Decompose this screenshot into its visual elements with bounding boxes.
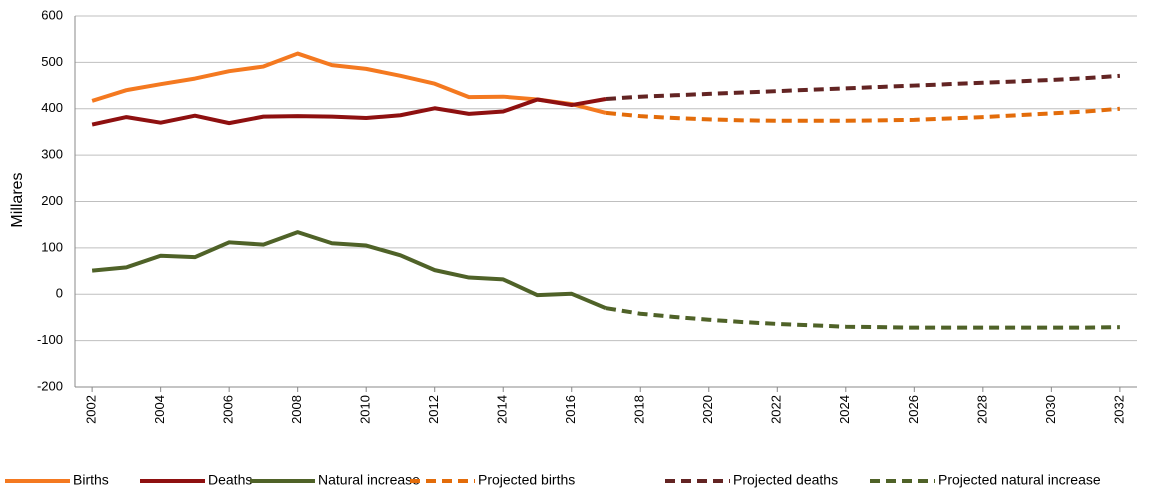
y-tick-label: 200 (41, 193, 63, 208)
x-tick-label: 2014 (495, 395, 510, 424)
x-tick-label: 2028 (974, 395, 989, 424)
series-line (605, 106, 1121, 123)
series-line (91, 51, 607, 115)
x-tick-label: 2012 (426, 395, 441, 424)
x-tick-label: 2024 (837, 395, 852, 424)
x-tick-label: 2004 (152, 395, 167, 424)
x-tick-label: 2002 (84, 395, 99, 424)
x-tick-label: 2026 (906, 395, 921, 424)
x-tick-label: 2022 (769, 395, 784, 424)
x-tick-label: 2010 (358, 395, 373, 424)
x-tick-label: 2008 (289, 395, 304, 424)
legend-label: Projected deaths (733, 472, 838, 488)
y-tick-label: 600 (41, 7, 63, 22)
y-axis-label: Millares (9, 172, 26, 227)
x-tick-label: 2016 (563, 395, 578, 424)
series-line (91, 230, 607, 311)
y-tick-label: -100 (37, 332, 63, 347)
y-tick-label: 300 (41, 147, 63, 162)
x-tick-label: 2032 (1111, 395, 1126, 424)
y-tick-label: 0 (56, 286, 63, 301)
y-tick-label: 100 (41, 239, 63, 254)
legend-label: Natural increase (318, 472, 420, 488)
series-line (91, 97, 607, 127)
legend-label: Projected natural increase (938, 472, 1101, 488)
legend-label: Deaths (208, 472, 252, 488)
y-tick-label: 400 (41, 100, 63, 115)
y-tick-label: 500 (41, 54, 63, 69)
legend-label: Births (73, 472, 109, 488)
x-tick-label: 2020 (700, 395, 715, 424)
series-line (605, 306, 1120, 330)
legend-label: Projected births (478, 472, 575, 488)
x-tick-label: 2018 (632, 395, 647, 424)
x-tick-label: 2006 (221, 395, 236, 424)
x-tick-label: 2030 (1043, 395, 1058, 424)
y-tick-label: -200 (37, 378, 63, 393)
series-line (605, 73, 1121, 102)
